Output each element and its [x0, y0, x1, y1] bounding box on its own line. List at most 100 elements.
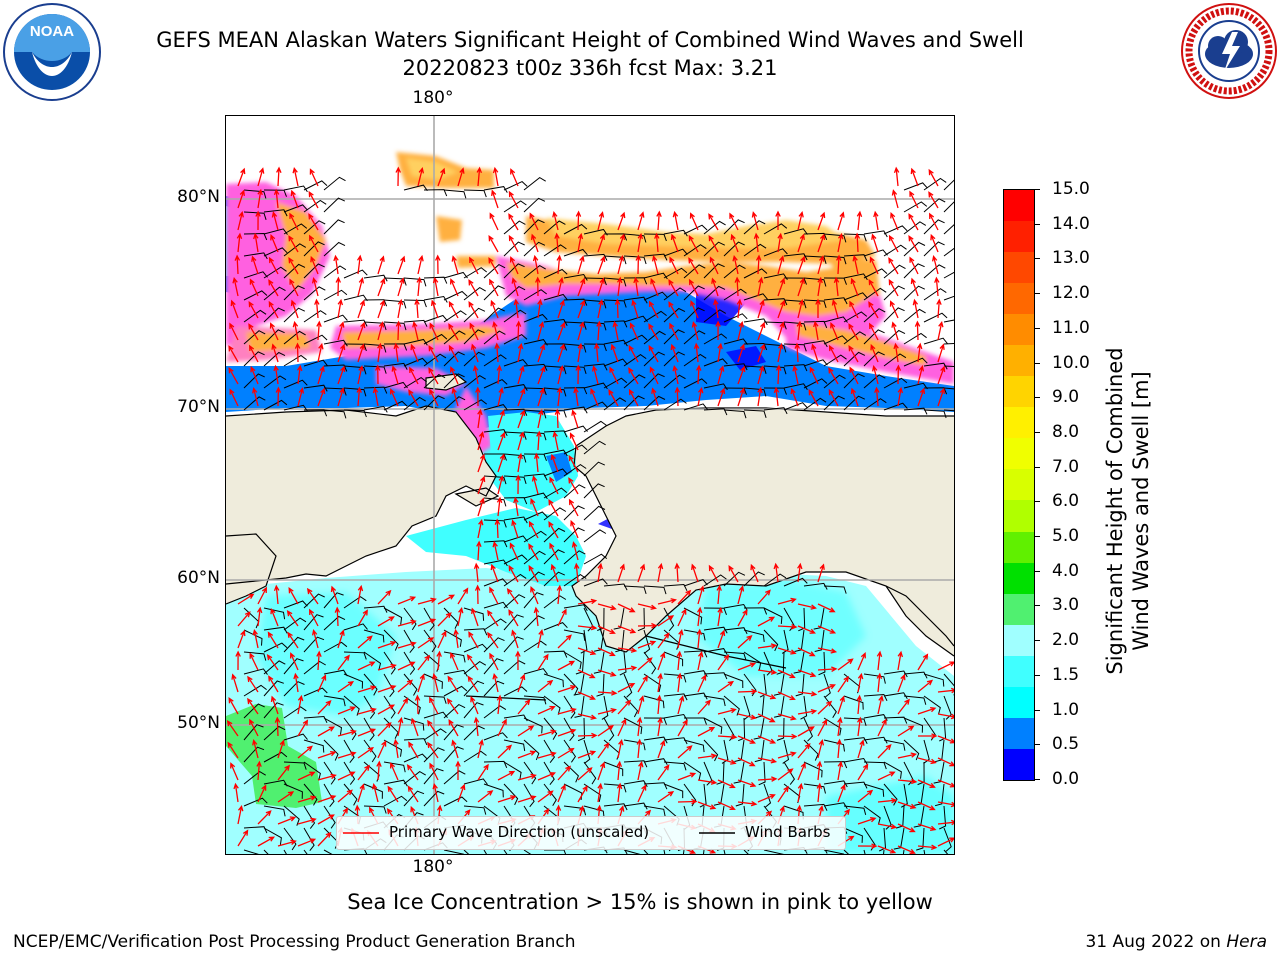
footer-machine: Hera	[1226, 932, 1267, 952]
wind-barb	[563, 739, 577, 763]
wind-barb	[703, 408, 728, 416]
colorbar-tick-label: 3.0	[1052, 595, 1080, 616]
wave-direction-arrow	[817, 276, 823, 297]
wave-direction-arrow	[234, 254, 241, 275]
colorbar-tick-label: 4.0	[1052, 560, 1080, 581]
wave-direction-arrow	[670, 233, 679, 253]
wind-barb	[463, 374, 486, 389]
colorbar-tick-label: 14.0	[1052, 213, 1090, 234]
wind-barb	[543, 293, 568, 301]
wind-barb	[523, 473, 548, 481]
wind-barb	[363, 651, 382, 671]
wind-barb	[503, 359, 528, 367]
wave-direction-arrow	[937, 713, 954, 720]
colorbar-bin	[1004, 345, 1034, 377]
wave-direction-arrow	[429, 388, 439, 407]
wave-direction-arrow	[429, 322, 439, 341]
wave-direction-arrow	[816, 760, 823, 781]
wind-barb	[883, 285, 906, 301]
wave-direction-arrow	[737, 713, 757, 720]
plot-title-line1: GEFS MEAN Alaskan Waters Significant Hei…	[156, 28, 1024, 52]
wave-direction-arrow	[511, 629, 519, 649]
wind-barb	[823, 297, 848, 305]
colorbar-bin	[1004, 748, 1034, 780]
wave-direction-arrow	[850, 387, 859, 407]
wind-barb	[803, 378, 828, 389]
wave-direction-arrow	[268, 675, 279, 693]
wave-direction-arrow	[510, 168, 519, 187]
wind-barb	[623, 395, 645, 411]
wind-barb	[623, 760, 648, 768]
wind-barb	[803, 717, 813, 742]
wave-direction-arrow	[777, 751, 797, 759]
wind-barb	[503, 686, 528, 697]
wave-direction-arrow	[548, 520, 559, 539]
colorbar-tick-label: 8.0	[1052, 421, 1080, 442]
colorbar-tick-mark	[1034, 709, 1040, 711]
wind-barb	[823, 335, 848, 345]
wind-barb	[723, 627, 748, 635]
land-russia	[226, 406, 496, 584]
wave-direction-arrow	[709, 256, 719, 275]
wind-barb	[643, 253, 668, 261]
wave-direction-arrow	[449, 278, 459, 297]
wind-barb	[574, 695, 585, 718]
wave-direction-arrow	[275, 386, 282, 407]
wave-direction-arrow	[508, 213, 519, 231]
wave-direction-arrow	[657, 716, 663, 737]
wind-barb	[603, 803, 628, 811]
wave-direction-arrow	[257, 810, 272, 825]
wave-direction-arrow	[529, 212, 539, 231]
wind-barb	[543, 318, 568, 326]
wind-barb	[699, 783, 707, 808]
wind-barb	[823, 717, 842, 736]
wave-direction-arrow	[288, 235, 299, 253]
wind-barb	[463, 680, 485, 697]
wave-direction-arrow	[274, 716, 281, 737]
wave-direction-arrow	[554, 232, 560, 253]
wave-direction-arrow	[417, 637, 435, 649]
wind-barb	[803, 320, 828, 329]
wave-direction-arrow	[316, 320, 322, 341]
wind-barb	[243, 797, 268, 807]
wind-barb	[683, 670, 708, 677]
wind-barb	[803, 277, 827, 287]
wave-direction-arrow	[550, 453, 559, 473]
wave-direction-arrow	[633, 276, 639, 297]
wave-direction-arrow	[737, 800, 758, 807]
wave-direction-arrow	[677, 589, 692, 605]
wind-barb	[463, 643, 488, 653]
wave-direction-arrow	[268, 279, 279, 297]
wave-direction-arrow	[617, 718, 627, 737]
wave-direction-arrow	[297, 838, 317, 847]
wind-barb	[563, 463, 587, 477]
wind-barb	[543, 468, 568, 477]
colorbar-tick-mark	[1034, 327, 1040, 329]
wind-barb	[243, 290, 268, 301]
wave-direction-arrow	[517, 387, 526, 407]
wave-direction-arrow	[257, 167, 265, 187]
wind-barb	[563, 505, 585, 521]
colorbar-tick-mark	[1034, 536, 1040, 538]
colorbar-bin	[1004, 221, 1034, 253]
wave-direction-arrow	[577, 321, 585, 341]
wave-direction-arrow	[617, 738, 624, 759]
wave-direction-arrow	[934, 276, 940, 297]
wave-direction-arrow	[515, 474, 521, 495]
wave-direction-arrow	[674, 562, 680, 583]
wave-direction-arrow	[669, 322, 679, 341]
wave-direction-arrow	[296, 364, 303, 385]
colorbar-tick-label: 7.0	[1052, 456, 1080, 477]
wind-barb	[383, 277, 407, 286]
wave-direction-arrow	[289, 212, 299, 231]
wave-direction-arrow	[730, 233, 739, 253]
wave-direction-arrow	[637, 640, 657, 649]
wave-direction-arrow	[568, 477, 579, 495]
colorbar-tick-mark	[1034, 362, 1040, 364]
wind-barb	[943, 365, 954, 367]
wind-barb	[863, 268, 888, 279]
wave-direction-arrow	[472, 364, 479, 385]
wave-direction-arrow	[717, 365, 725, 385]
wind-barb	[323, 739, 339, 761]
wave-direction-arrow	[397, 661, 416, 671]
